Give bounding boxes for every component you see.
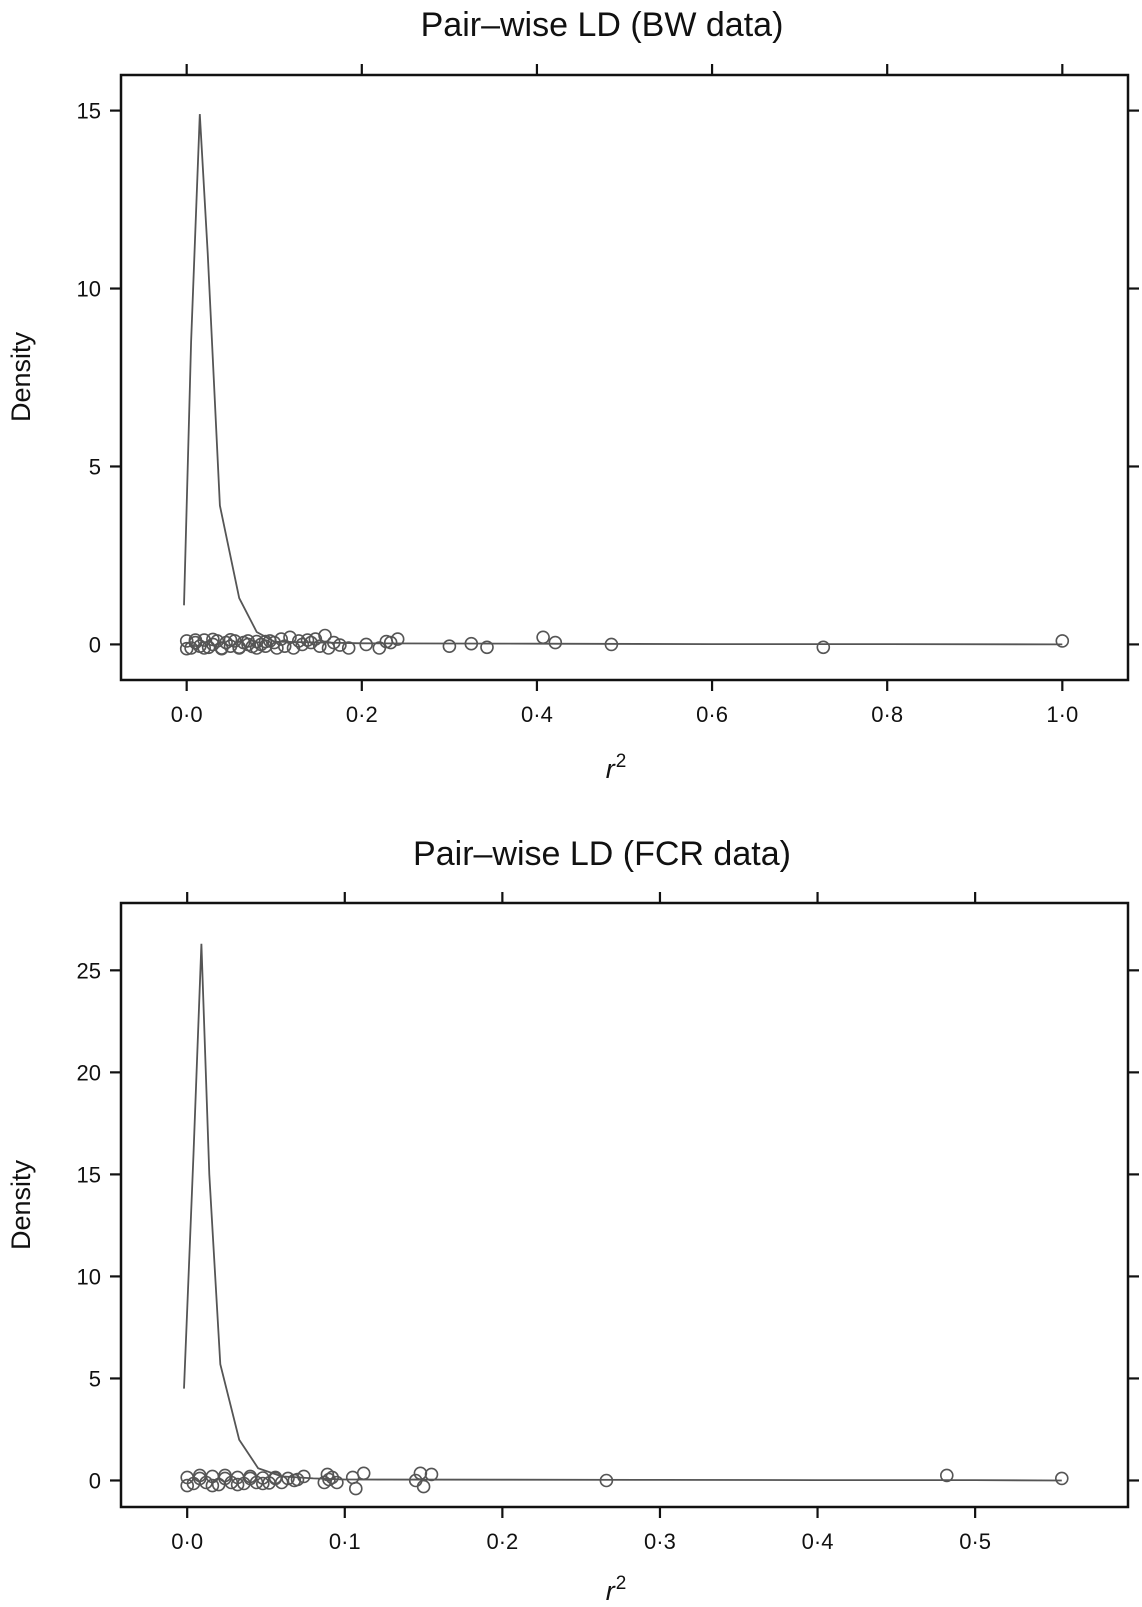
data-point	[241, 634, 255, 648]
data-point	[249, 641, 264, 655]
data-point	[270, 641, 284, 655]
x-tick-label: 0·5	[959, 1529, 991, 1554]
x-tick-label: 0·3	[644, 1529, 676, 1554]
x-tick-label: 0·8	[871, 702, 903, 727]
data-point	[197, 633, 211, 647]
y-tick-label: 5	[89, 454, 101, 479]
x-axis-label: r2	[606, 751, 627, 784]
data-point	[274, 632, 289, 646]
data-point	[296, 1469, 311, 1484]
data-point	[268, 1470, 283, 1485]
y-tick-label: 5	[89, 1366, 101, 1391]
x-axis-label: r2	[606, 1573, 627, 1606]
data-point	[599, 1473, 614, 1488]
data-point	[341, 641, 356, 655]
data-point	[939, 1468, 954, 1483]
x-tick-label: 0·6	[696, 702, 728, 727]
chart-title: Pair–wise LD (BW data)	[421, 6, 784, 44]
data-point	[179, 634, 194, 648]
data-point	[214, 641, 229, 656]
data-point	[206, 637, 220, 652]
y-tick-label: 20	[77, 1060, 101, 1085]
data-point	[424, 1467, 439, 1482]
data-point	[223, 632, 238, 647]
y-tick-label: 10	[77, 1264, 101, 1289]
data-point	[232, 641, 246, 655]
y-tick-label: 10	[77, 277, 101, 302]
y-tick-label: 0	[89, 1468, 101, 1493]
data-point	[416, 1479, 431, 1494]
x-axis-label-base: r	[606, 754, 616, 784]
axis-ticks: 0·0 0·1 0·2 0·3 0·4 0·5 0 5 10 15 20 25	[77, 892, 1139, 1554]
density-curve	[183, 943, 1062, 1482]
data-point	[326, 635, 341, 650]
x-tick-label: 0·4	[802, 1529, 834, 1554]
data-point	[480, 640, 494, 655]
plot-frame	[119, 73, 1130, 682]
data-point	[383, 635, 398, 650]
data-point	[243, 1469, 257, 1484]
plot-marks	[180, 943, 1069, 1496]
data-point	[1055, 1471, 1069, 1486]
y-tick-label: 15	[77, 99, 101, 124]
x-tick-label: 0·0	[171, 1529, 203, 1554]
data-point	[359, 637, 374, 652]
y-tick-label: 15	[77, 1162, 101, 1187]
x-tick-label: 0·4	[521, 702, 553, 727]
x-tick-label: 1·0	[1046, 702, 1078, 727]
data-point	[318, 628, 332, 643]
data-point	[312, 639, 327, 654]
axis-ticks: 0·0 0·2 0·4 0·6 0·8 1·0 0 5 10 15	[77, 64, 1139, 727]
data-point	[206, 632, 220, 647]
fcr-chart-panel: Pair–wise LD (FCR data) Density r2 0·0 0·…	[6, 835, 1139, 1606]
y-axis-label: Density	[6, 1159, 36, 1250]
x-tick-label: 0·0	[171, 702, 203, 727]
data-point	[304, 635, 318, 650]
data-point	[322, 1472, 336, 1487]
chart-title: Pair–wise LD (FCR data)	[413, 835, 791, 873]
data-point	[464, 636, 479, 651]
x-axis-label-superscript: 2	[616, 751, 627, 772]
data-point	[356, 1466, 371, 1481]
data-point	[218, 1468, 232, 1483]
data-point	[255, 1476, 270, 1491]
x-axis-label-base: r	[606, 1576, 616, 1606]
plot-marks	[179, 114, 1070, 656]
x-tick-label: 0·1	[329, 1529, 361, 1554]
data-point	[180, 1478, 194, 1493]
x-axis-label-superscript: 2	[616, 1573, 627, 1594]
y-tick-label: 0	[89, 632, 101, 657]
bw-chart-panel: Pair–wise LD (BW data) Density r2 0·0 0·2…	[6, 6, 1139, 784]
data-point	[230, 1477, 245, 1492]
data-point	[548, 635, 563, 650]
data-point	[348, 1481, 363, 1496]
data-point	[333, 638, 347, 652]
data-point	[442, 639, 457, 654]
data-point	[390, 632, 405, 646]
data-point	[193, 1468, 207, 1483]
data-point	[300, 633, 315, 647]
data-point	[330, 1475, 344, 1490]
data-point	[536, 630, 550, 645]
data-point	[258, 634, 273, 649]
data-point	[197, 641, 211, 655]
data-point	[308, 632, 323, 646]
y-axis-label: Density	[6, 331, 36, 422]
data-point	[816, 640, 831, 655]
data-point	[1055, 634, 1070, 648]
data-point	[205, 1478, 220, 1493]
data-point	[604, 637, 619, 652]
data-point	[188, 633, 203, 647]
x-tick-label: 0·2	[486, 1529, 518, 1554]
x-tick-label: 0·2	[346, 702, 378, 727]
density-curve	[183, 114, 1063, 646]
data-point	[345, 1470, 360, 1485]
y-tick-label: 25	[77, 958, 101, 983]
data-point	[179, 641, 194, 656]
plot-frame	[119, 901, 1130, 1509]
data-point	[290, 1472, 305, 1487]
